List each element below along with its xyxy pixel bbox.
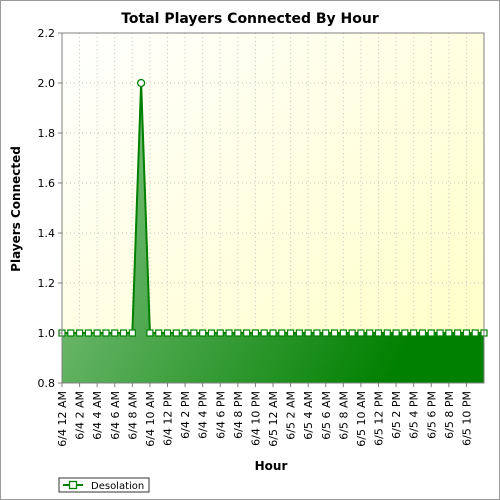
data-point-marker: [322, 329, 330, 337]
data-point-marker: [471, 329, 479, 337]
data-point-marker: [128, 329, 136, 337]
x-axis-label: Hour: [255, 459, 288, 473]
y-tick-label: 1.4: [38, 227, 56, 240]
x-tick-label: 6/5 2 PM: [390, 391, 403, 439]
legend-swatch-marker: [68, 480, 78, 490]
y-tick-label: 1.6: [38, 177, 56, 190]
data-point-marker: [163, 329, 172, 337]
x-tick-label: 6/4 8 AM: [126, 391, 139, 440]
data-point-marker: [462, 329, 471, 337]
data-point-marker: [418, 329, 427, 337]
x-tick-label: 6/5 4 AM: [302, 391, 315, 440]
y-tick-label: 2.2: [38, 27, 56, 40]
data-point-marker: [286, 329, 295, 337]
data-point-marker: [190, 329, 198, 337]
data-point-marker: [102, 329, 110, 337]
data-point-marker: [199, 329, 207, 337]
x-tick-label: 6/4 6 PM: [214, 391, 227, 439]
chart-title: Total Players Connected By Hour: [121, 11, 379, 27]
data-point-marker: [146, 329, 154, 337]
data-point-marker: [330, 329, 339, 337]
data-point-marker: [295, 329, 303, 337]
x-tick-label: 6/5 8 AM: [337, 391, 350, 440]
data-point-marker: [181, 329, 189, 337]
data-point-marker: [234, 329, 242, 337]
x-tick-label: 6/4 2 AM: [74, 391, 87, 440]
data-point-marker: [278, 329, 286, 337]
data-point-marker: [313, 329, 321, 337]
x-axis-ticks: 6/4 12 AM 6/4 2 AM 6/4 4 AM 6/4 6 AM 6/4 8 A…: [56, 383, 473, 447]
x-tick-label: 6/4 8 PM: [232, 391, 245, 439]
data-point-marker: [260, 329, 268, 337]
x-tick-label: 6/4 2 PM: [179, 391, 192, 439]
data-point-marker: [436, 329, 444, 337]
y-tick-label: 1.2: [38, 277, 56, 290]
x-tick-label: 6/4 4 AM: [91, 391, 104, 440]
data-point-marker: [374, 329, 383, 337]
data-point-marker: [427, 329, 435, 337]
data-point-marker: [348, 329, 356, 337]
data-point-marker: [251, 329, 260, 337]
x-tick-label: 6/5 10 PM: [460, 391, 473, 446]
y-axis-label: Players Connected: [9, 146, 23, 272]
data-point-marker: [392, 329, 400, 337]
data-point-marker: [207, 329, 216, 337]
legend-box: [58, 477, 150, 493]
data-point-marker: [366, 329, 374, 337]
x-tick-label: 6/5 6 PM: [425, 391, 438, 439]
x-tick-label: 6/5 6 AM: [320, 391, 333, 440]
data-point-marker: [243, 329, 251, 337]
x-tick-label: 6/4 10 PM: [249, 391, 262, 446]
data-point-marker: [269, 329, 277, 337]
x-tick-label: 6/5 8 PM: [443, 391, 456, 439]
data-point-marker: [155, 329, 163, 337]
x-tick-label: 6/5 12 AM: [267, 391, 280, 447]
data-point-marker: [172, 329, 180, 337]
y-tick-label: 2.0: [38, 77, 56, 90]
data-point-marker: [225, 329, 233, 337]
data-point-marker: [93, 329, 101, 337]
x-tick-label: 6/5 2 AM: [285, 391, 298, 440]
data-point-marker: [67, 329, 75, 337]
data-point-marker: [75, 329, 84, 337]
x-tick-label: 6/4 12 AM: [56, 391, 69, 447]
data-point-marker: [357, 329, 365, 337]
y-tick-label: 1.8: [38, 127, 56, 140]
x-tick-label: 6/5 4 PM: [408, 391, 421, 439]
data-point-marker: [111, 329, 119, 337]
data-point-marker: [454, 329, 462, 337]
x-tick-label: 6/4 12 PM: [162, 391, 175, 446]
x-tick-label: 6/5 12 PM: [373, 391, 386, 446]
data-point-marker: [339, 329, 347, 337]
data-point-marker: [410, 329, 418, 337]
y-tick-label: 0.8: [38, 377, 56, 390]
data-point-marker: [119, 329, 128, 337]
x-tick-label: 6/4 10 AM: [144, 391, 157, 447]
x-tick-label: 6/4 6 AM: [109, 391, 122, 440]
legend: Desolation: [58, 477, 150, 493]
data-point-marker: [84, 329, 92, 337]
data-point-marker: [136, 78, 146, 88]
data-point-marker: [304, 329, 312, 337]
x-tick-label: 6/5 10 AM: [355, 391, 368, 447]
x-tick-label: 6/4 4 PM: [197, 391, 210, 439]
data-point-marker: [401, 329, 409, 337]
legend-label: Desolation: [91, 481, 144, 492]
data-point-marker: [445, 329, 453, 337]
data-point-marker: [216, 329, 224, 337]
data-point-marker: [383, 329, 391, 337]
y-tick-label: 1.0: [38, 327, 56, 340]
y-axis-ticks: 0.8 1.0 1.2 1.4 1.6 1.8 2.0 2.2: [38, 27, 62, 390]
